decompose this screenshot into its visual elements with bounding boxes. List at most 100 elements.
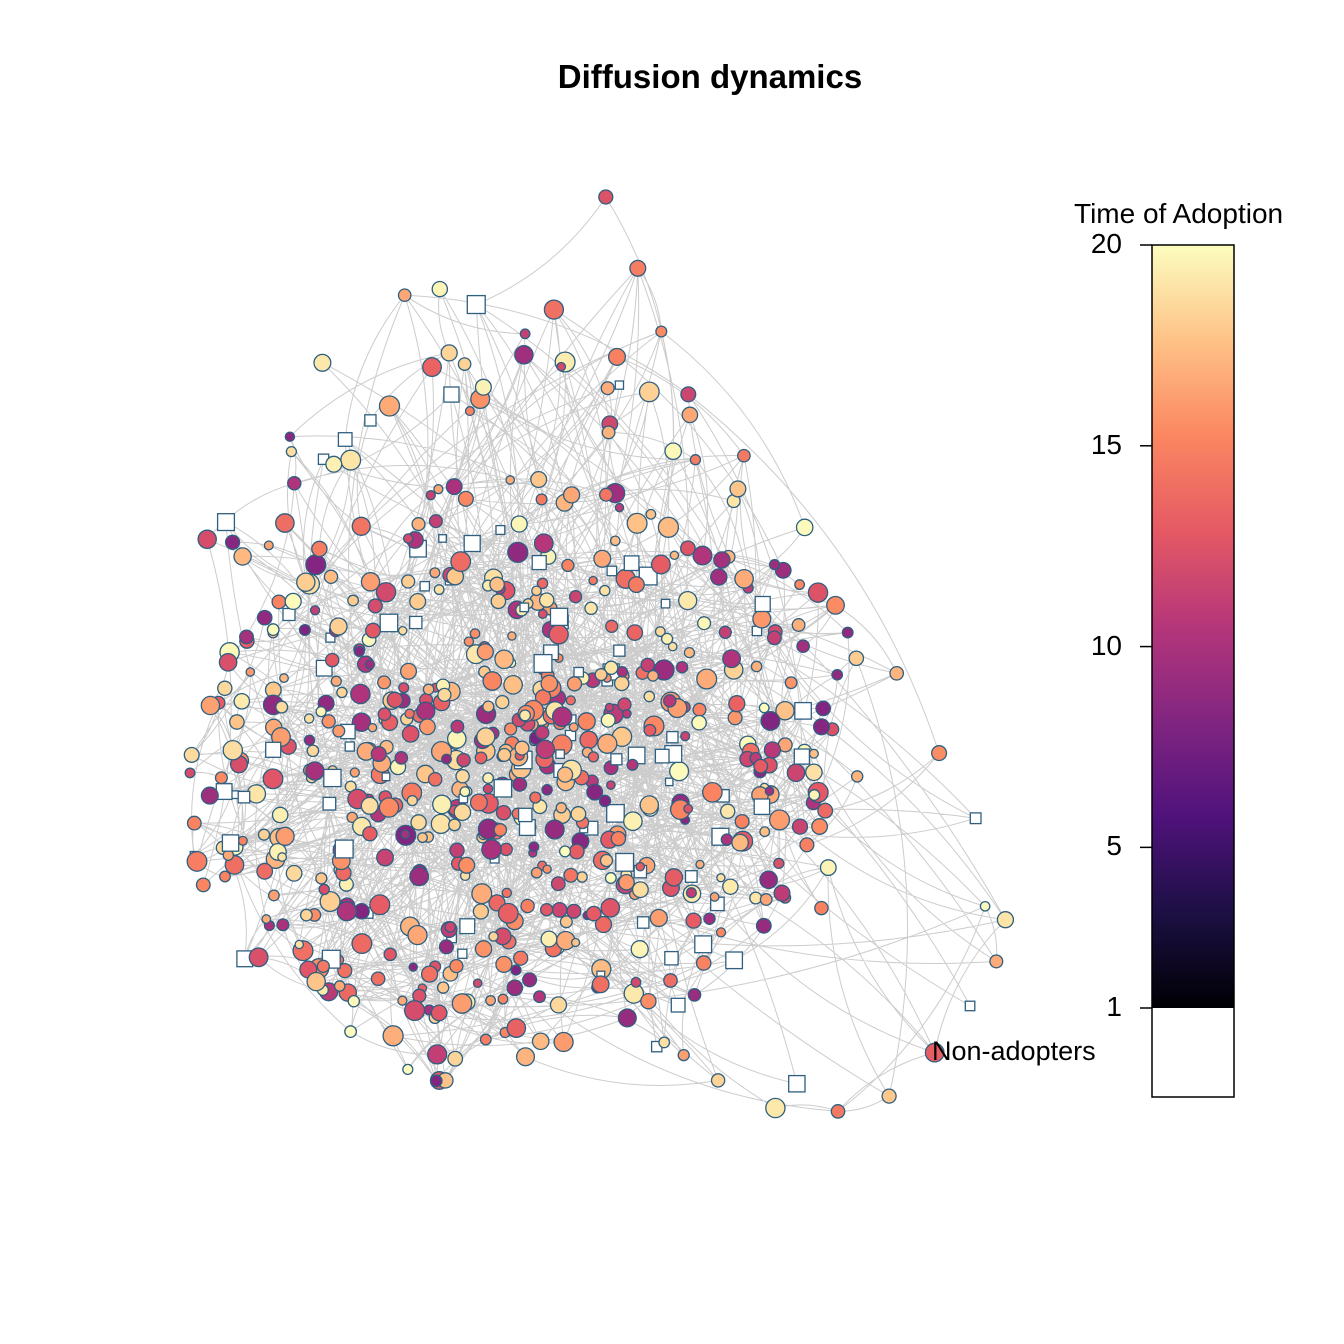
adopter-node [669, 761, 690, 782]
adopter-node [400, 829, 411, 840]
adopter-node [617, 697, 632, 712]
non-adopter-node [337, 432, 353, 447]
adopter-node [540, 674, 559, 693]
adopter-node [458, 856, 476, 874]
adopter-node [450, 551, 472, 573]
adopter-node [773, 857, 785, 870]
non-adopter-node [334, 839, 354, 859]
non-adopter-node [493, 778, 513, 798]
adopter-node [640, 657, 655, 673]
adopter-node [765, 1097, 786, 1119]
adopter-node [440, 344, 458, 362]
adopter-node [277, 852, 288, 863]
adopter-node [587, 751, 600, 763]
non-adopter-node [517, 807, 533, 823]
adopter-node [472, 903, 490, 920]
adopter-node [811, 818, 829, 835]
adopter-node [347, 594, 360, 607]
adopter-node [430, 813, 451, 835]
adopter-node [482, 783, 494, 795]
adopter-node [224, 534, 241, 550]
adopter-node [507, 541, 529, 564]
adopter-node [303, 734, 316, 746]
adopter-node [474, 378, 492, 396]
adopter-node [432, 794, 452, 815]
adopter-node [455, 769, 470, 784]
adopter-node [494, 649, 514, 670]
adopter-node [750, 660, 763, 673]
adopter-node [375, 581, 397, 603]
adopter-node [456, 752, 471, 768]
adopter-node [409, 866, 430, 887]
adopter-node [305, 554, 327, 576]
adopter-node [600, 381, 615, 396]
adopter-node [398, 682, 410, 694]
adopter-node [507, 631, 517, 641]
adopter-node [351, 712, 372, 732]
adopter-node [683, 803, 694, 814]
non-adopter-node [555, 749, 565, 759]
adopter-node [737, 448, 751, 463]
adopter-node [702, 781, 723, 803]
adopter-node [237, 835, 248, 846]
non-adopter-node [216, 513, 236, 532]
non-adopter-node [660, 598, 671, 609]
non-adopter-node [793, 748, 811, 765]
adopter-node [495, 694, 510, 710]
adopter-node [332, 724, 346, 738]
adopter-node [499, 842, 513, 857]
adopter-node [556, 361, 567, 372]
adopter-node [791, 818, 809, 835]
non-adopter-node [964, 1000, 976, 1012]
adopter-node [979, 900, 991, 912]
adopter-node [530, 470, 548, 489]
adopter-node [727, 710, 743, 726]
adopter-node [814, 900, 829, 916]
adopter-node [585, 905, 602, 922]
colorbar-tick-label-10: 10 [1090, 629, 1122, 661]
adopter-node [576, 871, 588, 883]
non-adopter-node [614, 380, 625, 390]
adopter-node [429, 567, 441, 579]
adopter-node [481, 839, 502, 860]
adopter-node [593, 549, 612, 568]
adopter-node [422, 683, 435, 696]
adopter-node [584, 601, 598, 616]
adopter-node [469, 793, 488, 812]
adopter-node [311, 540, 328, 558]
adopter-node [678, 590, 698, 611]
adopter-node [626, 758, 639, 771]
non-adopter-node [237, 790, 251, 804]
adopter-node [510, 515, 528, 533]
adopter-node [441, 753, 452, 765]
adopter-node [378, 797, 400, 818]
adopter-node [722, 649, 742, 669]
non-adopter-node [606, 803, 625, 823]
adopter-node [677, 1048, 690, 1062]
adopter-node [330, 675, 342, 687]
non-adopter-node [463, 534, 481, 553]
adopter-node [474, 751, 488, 765]
adopter-node [658, 1036, 671, 1049]
non-adopter-node [794, 701, 812, 720]
adopter-node [556, 766, 574, 783]
adopter-node [409, 592, 427, 611]
adopter-node [360, 572, 381, 592]
adopter-node [195, 877, 211, 893]
adopter-node [685, 912, 702, 929]
adopter-node [716, 873, 726, 883]
adopter-node [472, 978, 483, 989]
non-adopter-node [438, 534, 447, 543]
adopter-node [383, 947, 397, 962]
adopter-node [539, 903, 554, 917]
adopter-node [186, 815, 202, 831]
adopter-node [284, 592, 302, 611]
adopter-node [533, 533, 554, 554]
non-adopter-node [443, 386, 460, 403]
adopter-node [536, 577, 549, 590]
adopter-node [299, 908, 313, 922]
adopter-node [600, 897, 621, 918]
adopter-node [610, 830, 627, 847]
adopter-node [271, 594, 287, 610]
plot-title: Diffusion dynamics [557, 58, 863, 95]
